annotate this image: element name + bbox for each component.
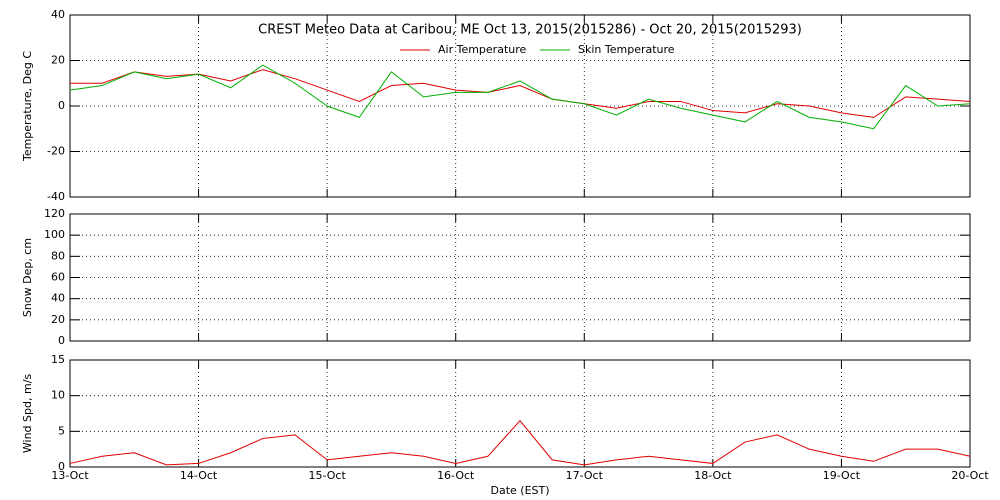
series-line xyxy=(70,69,971,118)
y-tick-label: 40 xyxy=(51,8,65,21)
y-tick-label: 100 xyxy=(44,228,65,241)
legend-label: Air Temperature xyxy=(438,43,527,56)
plot-frame xyxy=(69,14,971,198)
plot-frame xyxy=(69,213,971,342)
y-tick-label: 0 xyxy=(58,334,65,347)
y-tick-label: 120 xyxy=(44,207,65,220)
series-line xyxy=(69,419,971,466)
y-tick-label: 40 xyxy=(51,292,65,305)
y-tick-label: 0 xyxy=(58,99,65,112)
legend-label: Skin Temperature xyxy=(578,43,675,56)
y-tick-label: 80 xyxy=(51,249,65,262)
x-tick-label: 14-Oct xyxy=(180,469,218,482)
x-tick-label: 16-Oct xyxy=(437,469,475,482)
chart-title: CREST Meteo Data at Caribou, ME Oct 13, … xyxy=(258,23,802,38)
y-tick-label: 15 xyxy=(51,353,65,366)
series-line xyxy=(69,64,971,130)
y-tick-label: -40 xyxy=(47,190,65,203)
x-tick-label: 20-Oct xyxy=(951,469,989,482)
y-axis-label: Wind Spd, m/s xyxy=(21,374,34,454)
y-tick-label: -20 xyxy=(47,145,65,158)
x-tick-label: 19-Oct xyxy=(823,469,861,482)
y-axis-label: Temperature, Deg C xyxy=(21,51,34,162)
y-tick-label: 20 xyxy=(51,313,65,326)
x-tick-label: 15-Oct xyxy=(308,469,346,482)
x-tick-label: 13-Oct xyxy=(51,469,89,482)
y-axis-label: Snow Dep, cm xyxy=(21,238,34,317)
y-tick-label: 60 xyxy=(51,271,65,284)
y-tick-label: 0 xyxy=(58,460,65,473)
x-tick-label: 18-Oct xyxy=(694,469,732,482)
y-tick-label: 5 xyxy=(58,424,65,437)
x-axis-label: Date (EST) xyxy=(490,484,549,497)
plot-frame xyxy=(69,359,971,468)
x-tick-label: 17-Oct xyxy=(566,469,604,482)
y-tick-label: 20 xyxy=(51,54,65,67)
y-tick-label: 10 xyxy=(51,389,65,402)
